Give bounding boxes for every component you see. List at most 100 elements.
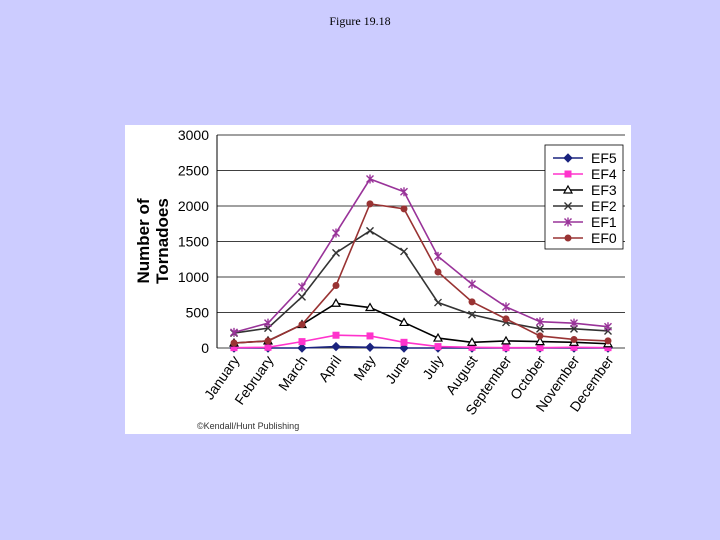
legend-swatch-marker [564,234,572,242]
data-point-ef5 [331,341,341,352]
data-point-ef2 [536,324,544,333]
data-point-ef4 [366,332,374,340]
data-point-ef1 [264,318,272,328]
y-tick-label: 2500 [178,163,209,179]
y-tick-label: 2000 [178,198,209,214]
data-point-ef4 [332,331,340,339]
legend-swatch-marker [562,184,574,194]
data-point-ef0 [400,205,408,213]
data-point-ef3 [432,332,444,342]
data-point-ef1 [230,327,238,337]
data-point-ef2 [570,324,578,333]
data-point-ef0 [298,321,306,329]
data-point-ef3 [534,336,546,346]
data-point-ef0 [536,332,544,340]
data-point-ef1 [298,282,306,292]
legend-item-ef3: EF3 [553,182,617,198]
data-point-ef1 [332,228,340,238]
data-point-ef3 [330,298,342,307]
y-tick-label: 0 [201,340,209,356]
data-point-ef3 [466,337,478,346]
y-tick-label: 1000 [178,269,209,285]
legend-item-ef0: EF0 [553,230,617,246]
legend-item-ef2: EF2 [553,198,617,214]
data-point-ef1 [570,318,578,328]
legend-label: EF2 [591,198,617,214]
legend-box [544,144,624,250]
data-point-ef1 [434,251,442,261]
data-point-ef5 [365,342,375,352]
series-ef1 [230,174,612,337]
data-point-ef4 [400,338,408,346]
series-ef4 [230,331,612,352]
x-tick-label: June [382,352,413,386]
data-point-ef4 [502,344,510,352]
data-point-ef1 [502,302,510,312]
y-tick-label: 3000 [178,127,209,143]
data-point-ef0 [264,337,272,345]
legend-item-ef5: EF5 [553,150,617,166]
series-line-ef2 [233,229,609,334]
data-point-ef0 [468,298,476,306]
legend-swatch-marker [564,170,572,178]
series-line-ef4 [233,334,609,349]
data-point-ef0 [230,339,238,347]
data-point-ef4 [434,343,442,351]
data-point-ef0 [502,315,510,323]
data-point-ef1 [468,279,476,289]
y-tick-label: 500 [186,305,210,321]
legend-swatch-marker [564,202,572,210]
data-point-ef4 [298,338,306,346]
x-tick-label: April [315,353,344,385]
legend-label: EF1 [591,214,617,230]
data-point-ef0 [570,335,578,343]
data-point-ef3 [500,335,512,345]
publisher-credit: ©Kendall/Hunt Publishing [197,421,300,431]
data-point-ef0 [332,282,340,290]
data-point-ef4 [230,344,238,352]
data-point-ef2 [468,310,476,319]
x-tick-label: July [419,353,446,383]
data-point-ef5 [399,343,409,353]
legend-label: EF5 [591,150,617,166]
data-point-ef4 [468,343,476,351]
chart-figure: 0 500 1000 1500 2000 2500 3000 January February… [125,125,631,434]
y-axis-title-text: Number ofTornadoes [134,198,172,284]
series-ef0 [230,200,612,347]
data-point-ef2 [434,298,442,307]
y-axis-title: Number ofTornadoes [134,198,172,284]
y-tick-labels: 0 500 1000 1500 2000 2500 3000 [178,127,209,356]
legend-label: EF0 [591,230,617,246]
data-point-ef2 [332,248,340,257]
data-point-ef2 [400,247,408,256]
data-point-ef3 [364,302,376,312]
series-line-ef1 [233,178,609,334]
data-point-ef2 [366,226,374,235]
data-point-ef1 [400,187,408,197]
legend-swatch-marker [564,217,572,227]
data-point-ef4 [536,344,544,352]
series-lines [228,174,614,353]
data-point-ef0 [434,268,442,276]
data-point-ef4 [604,344,612,352]
x-tick-label: March [275,353,310,394]
legend-item-ef1: EF1 [553,214,617,230]
data-point-ef4 [570,343,578,351]
legend-item-ef4: EF4 [553,166,617,182]
series-line-ef0 [233,202,609,344]
y-tick-label: 1500 [178,234,209,250]
data-point-ef2 [298,292,306,301]
legend-label: EF3 [591,182,617,198]
data-point-ef5 [297,343,307,353]
data-point-ef1 [366,174,374,184]
slide-title: Figure 19.18 [329,14,391,28]
data-point-ef4 [264,343,272,351]
legend-swatch-marker [563,153,573,163]
data-point-ef1 [536,317,544,327]
data-point-ef1 [604,322,612,332]
tornado-line-chart: 0 500 1000 1500 2000 2500 3000 JanuaryFebruary… [134,127,625,418]
legend-label: EF4 [591,166,617,182]
data-point-ef0 [604,337,612,345]
